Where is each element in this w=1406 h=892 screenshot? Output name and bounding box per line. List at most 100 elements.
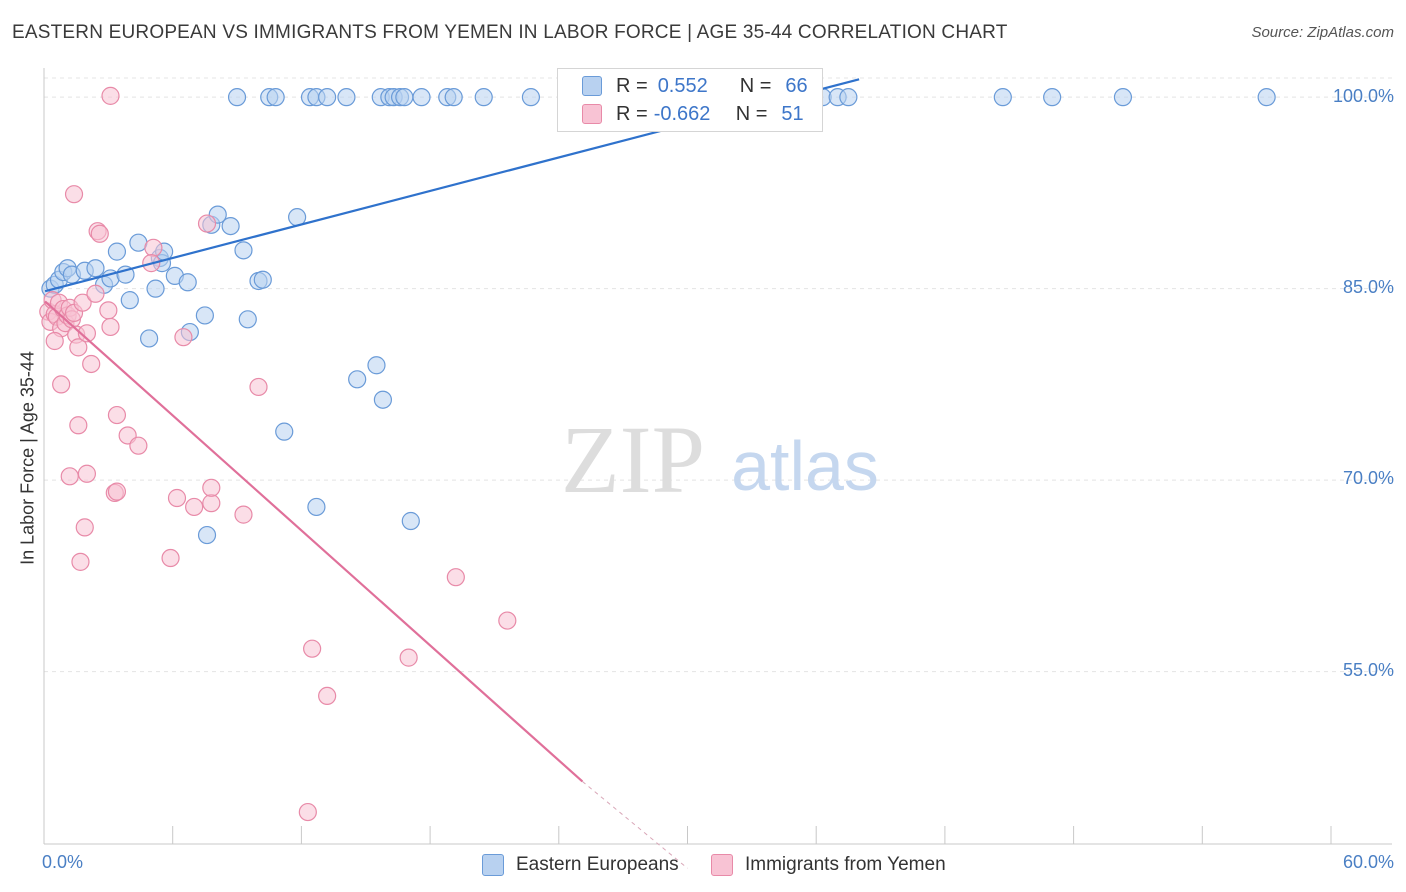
grid-lines bbox=[44, 77, 1392, 673]
eastern-europeans-point-19 bbox=[178, 273, 197, 292]
eastern-europeans-point-25 bbox=[221, 216, 240, 236]
eastern-europeans-point-30 bbox=[275, 422, 294, 441]
chart-title: EASTERN EUROPEAN VS IMMIGRANTS FROM YEME… bbox=[12, 22, 1008, 43]
eastern-europeans-point-43 bbox=[337, 88, 356, 107]
eastern-europeans-point-62 bbox=[993, 88, 1012, 107]
yemen-point-52 bbox=[298, 802, 317, 822]
eastern-europeans-point-65 bbox=[1257, 88, 1276, 107]
yemen-point-23 bbox=[101, 317, 120, 337]
eastern-europeans-point-36 bbox=[401, 511, 420, 531]
trend-line-yemen bbox=[44, 300, 584, 783]
legend-r-value-2: -0.662 bbox=[653, 102, 711, 125]
yemen-point-24 bbox=[64, 185, 84, 204]
eastern-europeans-point-29 bbox=[253, 270, 272, 289]
yemen-point-41 bbox=[202, 478, 221, 497]
yemen-point-50 bbox=[446, 568, 465, 587]
watermark-atlas: atlas bbox=[731, 427, 879, 505]
legend-r-label: R = bbox=[616, 74, 648, 97]
yemen-point-18 bbox=[82, 354, 101, 374]
eastern-europeans-point-13 bbox=[129, 233, 148, 252]
y-tick-label-100: 100.0% bbox=[1332, 86, 1394, 106]
eastern-europeans-point-64 bbox=[1113, 88, 1133, 107]
yemen-point-48 bbox=[318, 686, 337, 706]
yemen-point-42 bbox=[197, 214, 217, 233]
yemen-point-13 bbox=[45, 331, 64, 351]
series-immigrants-from-yemen bbox=[39, 86, 517, 822]
yemen-point-47 bbox=[303, 639, 322, 658]
eastern-europeans-point-21 bbox=[195, 306, 214, 325]
yemen-point-16 bbox=[73, 293, 92, 312]
eastern-europeans-point-51 bbox=[444, 88, 463, 107]
bottom-legend-immigrants-from-yemen: Immigrants from Yemen bbox=[711, 852, 946, 878]
x-tick-label-min: 0.0% bbox=[42, 852, 84, 872]
axes bbox=[43, 68, 1392, 845]
y-tick-label-55: 55.0% bbox=[1342, 660, 1394, 680]
eastern-europeans-point-66 bbox=[146, 279, 165, 298]
eastern-europeans-point-22 bbox=[197, 525, 217, 545]
bottom-legend-label-2: Immigrants from Yemen bbox=[745, 854, 946, 875]
yemen-point-36 bbox=[161, 548, 180, 568]
yemen-point-20 bbox=[90, 224, 109, 243]
bottom-legend-label-1: Eastern Europeans bbox=[516, 854, 679, 875]
legend-n-value-2: 51 bbox=[781, 102, 804, 125]
yemen-point-27 bbox=[107, 405, 127, 425]
stats-legend: R = 0.552 N = 66 R = -0.662 N = 51 bbox=[557, 68, 823, 132]
eastern-europeans-point-32 bbox=[307, 497, 326, 517]
yemen-point-49 bbox=[399, 648, 418, 667]
legend-swatch-blue bbox=[582, 76, 602, 96]
yemen-point-29 bbox=[129, 436, 148, 455]
yemen-point-15 bbox=[69, 338, 88, 357]
yemen-point-44 bbox=[249, 377, 268, 397]
legend-r-value-1: 0.552 bbox=[657, 74, 708, 97]
yemen-point-40 bbox=[202, 494, 221, 513]
bottom-legend-eastern-europeans: Eastern Europeans bbox=[482, 852, 679, 878]
legend-n-label: N = bbox=[739, 74, 772, 97]
yemen-point-53 bbox=[101, 86, 120, 105]
bottom-legend-swatch-pink bbox=[711, 854, 733, 876]
yemen-point-38 bbox=[174, 328, 193, 347]
series-eastern-europeans bbox=[41, 88, 1276, 545]
bottom-legend-swatch-blue bbox=[482, 854, 504, 876]
legend-row-immigrants-from-yemen: R = -0.662 N = 51 bbox=[582, 100, 804, 128]
eastern-europeans-point-63 bbox=[1043, 88, 1062, 107]
yemen-point-51 bbox=[498, 611, 517, 630]
eastern-europeans-point-48 bbox=[395, 88, 414, 107]
y-axis-label: In Labor Force | Age 35-44 bbox=[17, 351, 38, 565]
eastern-europeans-point-39 bbox=[266, 88, 285, 107]
yemen-point-34 bbox=[75, 518, 94, 537]
yemen-point-22 bbox=[99, 301, 118, 320]
yemen-point-35 bbox=[71, 552, 90, 571]
eastern-europeans-point-33 bbox=[348, 370, 367, 389]
legend-n-label: N = bbox=[735, 102, 768, 125]
yemen-point-39 bbox=[185, 497, 204, 517]
watermark-zip: ZIP bbox=[561, 406, 705, 513]
eastern-europeans-point-52 bbox=[474, 88, 493, 107]
yemen-point-26 bbox=[69, 416, 88, 435]
yemen-point-37 bbox=[167, 488, 187, 508]
eastern-europeans-point-27 bbox=[238, 310, 257, 329]
eastern-europeans-point-53 bbox=[521, 88, 541, 107]
chart-source: Source: ZipAtlas.com bbox=[1251, 24, 1394, 41]
eastern-europeans-point-12 bbox=[120, 291, 139, 310]
trend-line-yemen-extension bbox=[582, 781, 688, 869]
x-tick-label-max: 60.0% bbox=[1342, 852, 1394, 872]
eastern-europeans-point-10 bbox=[107, 242, 127, 261]
yemen-point-30 bbox=[77, 464, 97, 483]
eastern-europeans-point-26 bbox=[234, 241, 253, 260]
eastern-europeans-point-61 bbox=[839, 88, 858, 107]
eastern-europeans-point-34 bbox=[367, 356, 386, 375]
yemen-point-31 bbox=[60, 467, 79, 486]
legend-swatch-pink bbox=[582, 104, 602, 124]
legend-r-label: R = bbox=[616, 102, 648, 125]
yemen-point-43 bbox=[234, 505, 253, 524]
yemen-point-25 bbox=[52, 375, 71, 394]
yemen-point-17 bbox=[77, 324, 97, 343]
legend-row-eastern-europeans: R = 0.552 N = 66 bbox=[582, 72, 808, 100]
eastern-europeans-point-14 bbox=[140, 329, 159, 348]
yemen-point-33 bbox=[107, 482, 127, 501]
eastern-europeans-point-35 bbox=[373, 390, 393, 409]
y-tick-label-70: 70.0% bbox=[1342, 468, 1394, 488]
eastern-europeans-point-37 bbox=[227, 88, 247, 107]
legend-n-value-1: 66 bbox=[785, 74, 808, 97]
